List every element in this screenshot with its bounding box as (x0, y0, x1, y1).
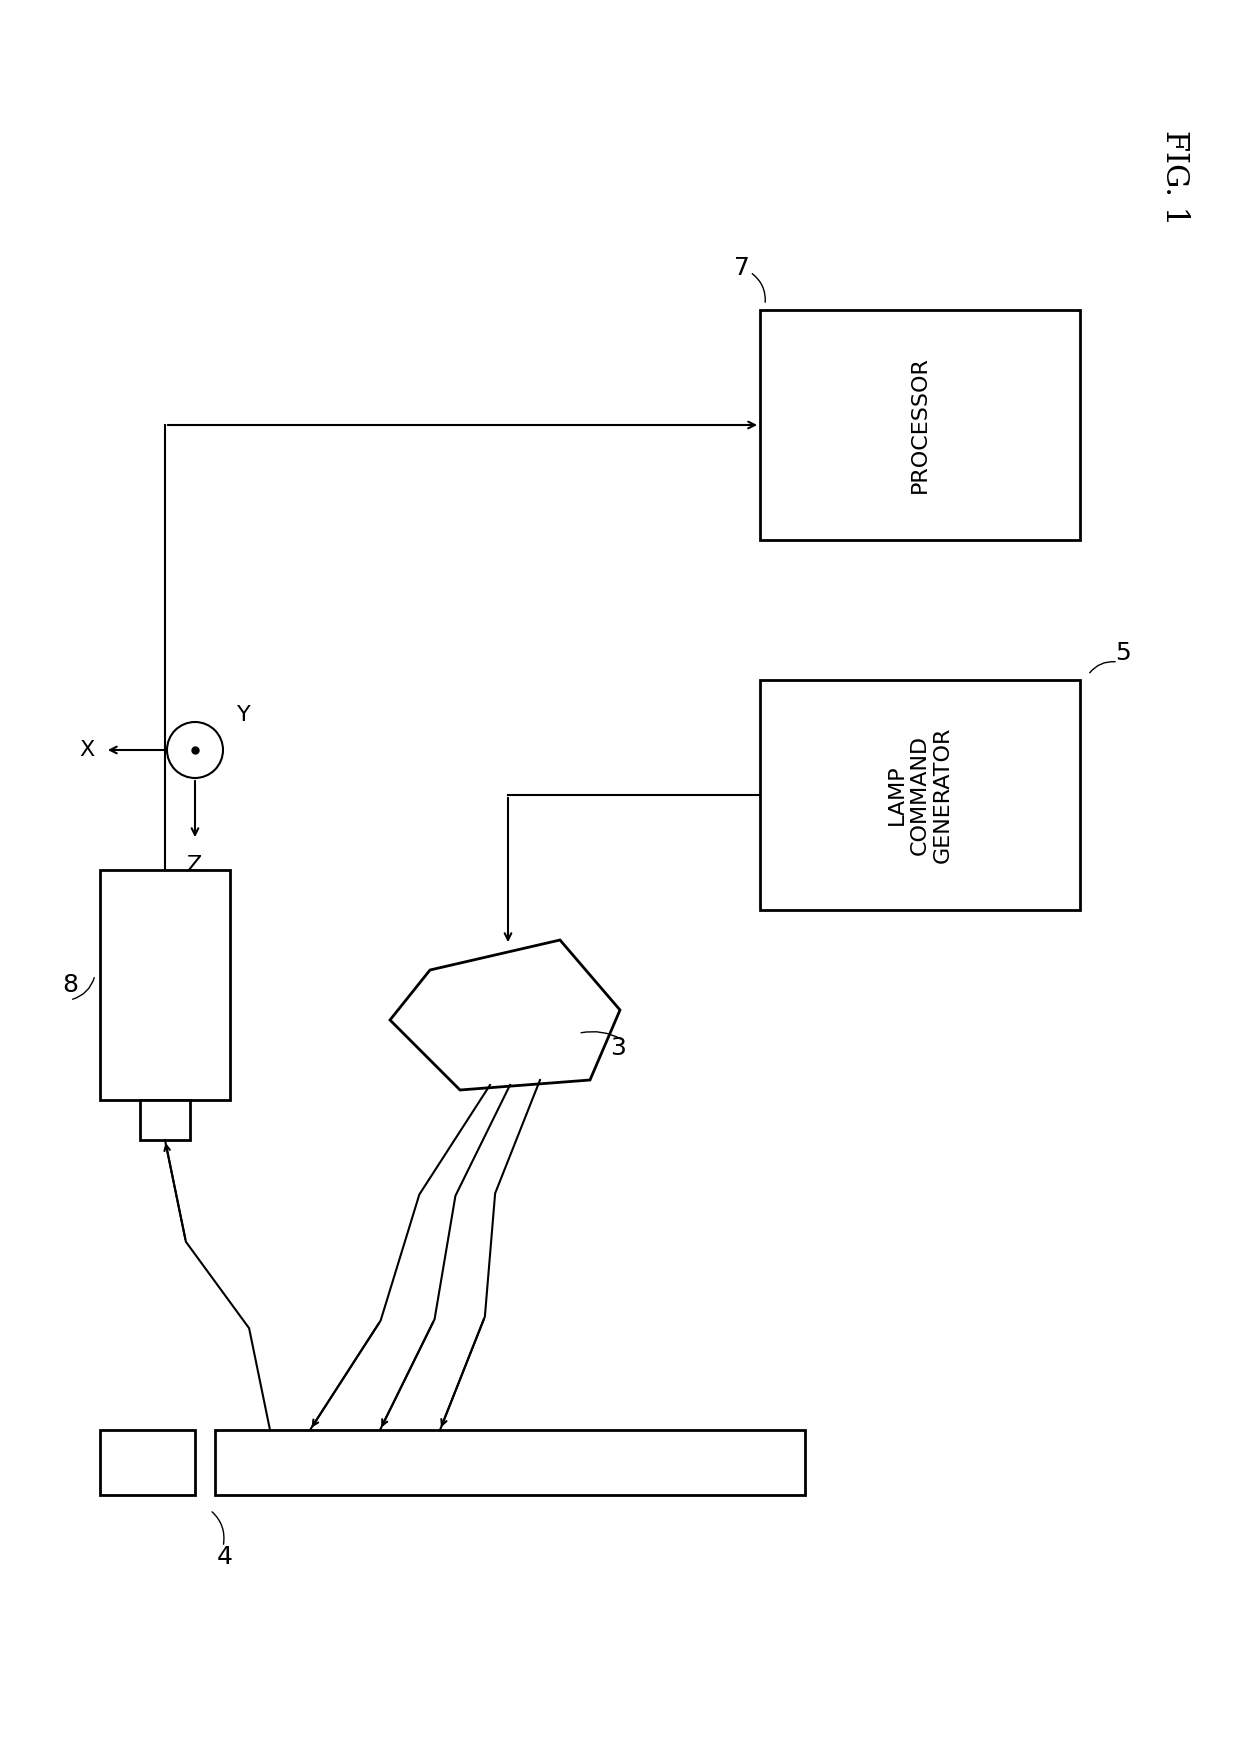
Bar (100, 1429, 195, 1494)
Text: Y: Y (237, 706, 250, 725)
Text: PROCESSOR: PROCESSOR (910, 357, 930, 493)
Text: LAMP
COMMAND
GENERATOR: LAMP COMMAND GENERATOR (887, 727, 954, 862)
Bar (760, 310, 1080, 540)
Text: 7: 7 (734, 255, 750, 280)
Text: Z: Z (187, 855, 202, 875)
Text: 8: 8 (62, 973, 78, 996)
Bar (140, 1100, 190, 1140)
Text: 4: 4 (217, 1545, 233, 1568)
Text: 5: 5 (1115, 641, 1131, 665)
Bar (760, 679, 1080, 910)
Text: FIG. 1: FIG. 1 (1159, 130, 1190, 225)
Bar (100, 869, 229, 1100)
Circle shape (167, 722, 223, 778)
Bar (215, 1429, 805, 1494)
Text: X: X (79, 739, 94, 760)
Polygon shape (391, 940, 620, 1089)
Text: 3: 3 (610, 1037, 626, 1060)
